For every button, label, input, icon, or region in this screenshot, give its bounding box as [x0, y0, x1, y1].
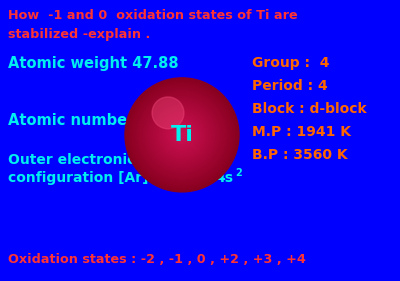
Circle shape	[139, 92, 225, 178]
Circle shape	[154, 106, 210, 163]
Circle shape	[145, 98, 219, 172]
Text: Oxidation states : -2 , -1 , 0 , +2 , +3 , +4: Oxidation states : -2 , -1 , 0 , +2 , +3…	[8, 253, 306, 266]
Circle shape	[152, 105, 212, 165]
Text: Outer electronic: Outer electronic	[8, 153, 135, 167]
Circle shape	[168, 121, 196, 149]
Circle shape	[175, 128, 189, 142]
Circle shape	[132, 85, 232, 185]
Text: stabilized -explain .: stabilized -explain .	[8, 28, 150, 41]
Text: 2: 2	[205, 168, 212, 178]
Circle shape	[149, 102, 215, 168]
Circle shape	[125, 78, 239, 192]
Circle shape	[174, 126, 190, 143]
Circle shape	[128, 81, 236, 189]
Text: configuration [Ar] 3d: configuration [Ar] 3d	[8, 171, 173, 185]
Text: Block : d-block: Block : d-block	[252, 102, 367, 116]
Circle shape	[158, 111, 206, 159]
Text: Ti: Ti	[170, 125, 194, 145]
Circle shape	[165, 118, 199, 152]
Text: 4s: 4s	[215, 171, 233, 185]
Circle shape	[179, 132, 185, 138]
Text: Atomic number 22: Atomic number 22	[8, 113, 160, 128]
Circle shape	[144, 96, 220, 173]
Circle shape	[129, 82, 235, 188]
Circle shape	[172, 125, 192, 145]
Circle shape	[148, 101, 216, 169]
Circle shape	[164, 116, 200, 153]
Circle shape	[159, 112, 205, 158]
Circle shape	[142, 95, 222, 175]
Circle shape	[146, 99, 218, 171]
Circle shape	[156, 109, 208, 160]
Circle shape	[176, 129, 188, 140]
Circle shape	[169, 122, 195, 148]
Circle shape	[166, 119, 198, 151]
Circle shape	[134, 87, 230, 183]
Circle shape	[161, 114, 203, 156]
Circle shape	[136, 89, 228, 180]
Circle shape	[135, 88, 229, 182]
Text: M.P : 1941 K: M.P : 1941 K	[252, 125, 351, 139]
Circle shape	[151, 103, 213, 166]
Circle shape	[131, 83, 233, 186]
Text: How  -1 and 0  oxidation states of Ti are: How -1 and 0 oxidation states of Ti are	[8, 9, 298, 22]
Circle shape	[178, 131, 186, 139]
Circle shape	[152, 97, 184, 129]
Text: Atomic weight 47.88: Atomic weight 47.88	[8, 56, 179, 71]
Circle shape	[170, 123, 194, 146]
Circle shape	[138, 91, 226, 179]
Circle shape	[162, 115, 202, 155]
Circle shape	[126, 79, 238, 191]
Text: Period : 4: Period : 4	[252, 79, 328, 93]
Circle shape	[155, 108, 209, 162]
Text: Group :  4: Group : 4	[252, 56, 330, 70]
Text: 2: 2	[235, 168, 242, 178]
Circle shape	[141, 94, 223, 176]
Circle shape	[180, 133, 184, 136]
Text: B.P : 3560 K: B.P : 3560 K	[252, 148, 348, 162]
